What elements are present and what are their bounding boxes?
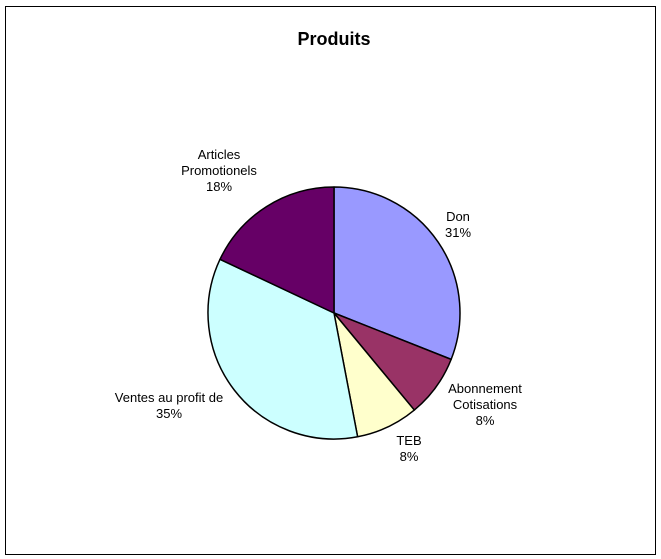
slice-name-line: Cotisations	[453, 397, 518, 412]
slice-labels: Don 31%Abonnement Cotisations 8%TEB 8%Ventes…	[115, 147, 522, 464]
slice-name-line: Don	[446, 209, 470, 224]
slice-label-4: Articles Promotionels 18%	[181, 147, 257, 194]
pie-slice-0	[333, 186, 461, 361]
slice-label-1: Abonnement Cotisations 8%	[448, 381, 522, 428]
slice-name-line: Articles	[198, 147, 241, 162]
slice-percent: 18%	[206, 179, 232, 194]
pie-slice-3	[207, 258, 359, 440]
slice-percent: 8%	[400, 449, 419, 464]
slice-name-line: TEB	[396, 433, 421, 448]
slice-percent: 31%	[445, 225, 471, 240]
chart-frame	[5, 6, 656, 555]
slice-name-line: Abonnement	[448, 381, 522, 396]
slice-label-0: Don 31%	[445, 209, 471, 240]
slice-label-3: Ventes au profit de 35%	[115, 390, 223, 421]
slice-percent: 35%	[156, 406, 182, 421]
slice-label-2: TEB 8%	[396, 433, 421, 464]
slice-percent: 8%	[476, 413, 495, 428]
slice-name-line: Ventes au profit de	[115, 390, 223, 405]
slice-name-line: Promotionels	[181, 163, 257, 178]
pie-slices	[207, 186, 461, 440]
chart-title: Produits	[297, 29, 370, 49]
pie-slice-4	[219, 186, 335, 314]
